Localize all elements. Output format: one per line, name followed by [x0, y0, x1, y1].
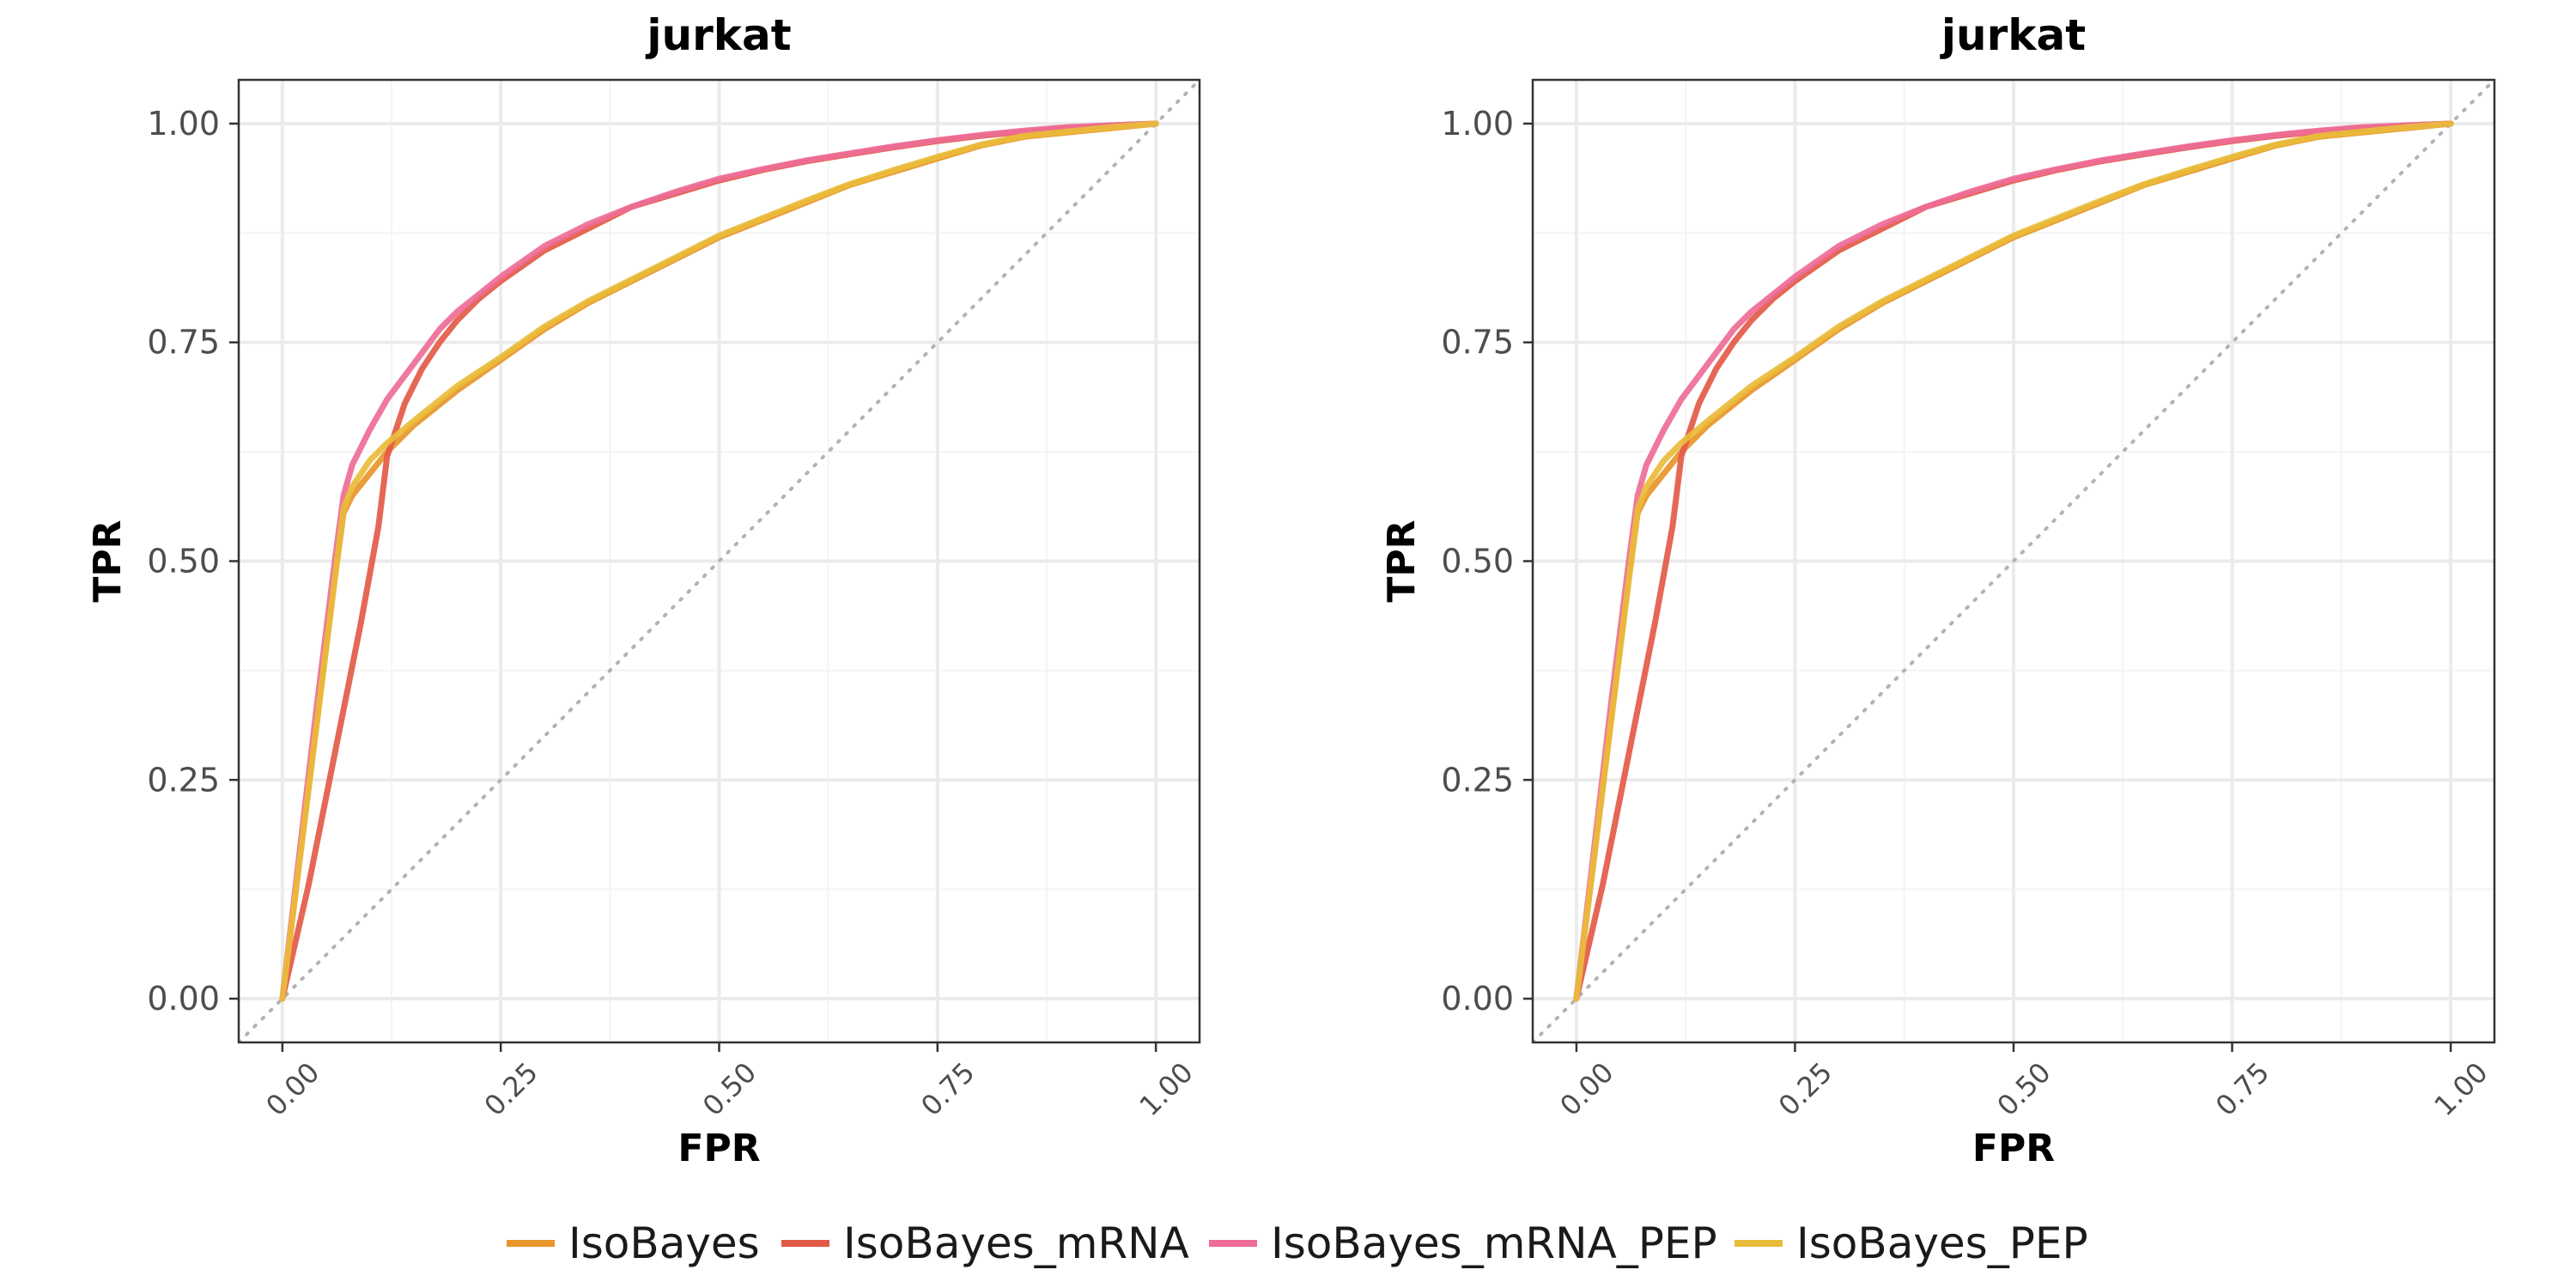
x-axis-title: FPR [1972, 1127, 2055, 1170]
y-tick-label: 1.00 [147, 105, 220, 143]
series-line-isobayes-mrna-pep [1573, 120, 2454, 1002]
legend-item-isobayes: IsoBayes [507, 1218, 760, 1268]
x-tick-label: 0.00 [259, 1056, 325, 1122]
x-tick-label: 0.75 [2209, 1056, 2275, 1122]
y-tick-label: 0.25 [147, 761, 220, 799]
x-tick-label: 1.00 [2427, 1056, 2494, 1122]
y-tick-label: 0.25 [1441, 761, 1514, 799]
legend-label: IsoBayes_mRNA [843, 1218, 1189, 1268]
y-tick-label: 1.00 [1441, 105, 1514, 143]
y-tick-label: 0.50 [1441, 543, 1514, 580]
legend-label: IsoBayes [568, 1218, 760, 1268]
roc-panel-left: 0.00 0.25 0.50 0.75 1.00 0.00 0.25 0.50 0.75 1.00… [86, 10, 1201, 1170]
legend-label: IsoBayes_mRNA_PEP [1271, 1218, 1717, 1268]
y-tick-label: 0.75 [1441, 324, 1514, 361]
panel-title: jurkat [645, 10, 791, 60]
y-axis-title: TPR [86, 519, 130, 602]
series-line-isobayes-mrna-pep [279, 120, 1159, 1002]
legend-label: IsoBayes_PEP [1796, 1218, 2088, 1268]
y-tick-label: 0.50 [147, 543, 220, 580]
x-tick-label: 0.50 [1990, 1056, 2057, 1122]
y-tick-label: 0.75 [147, 324, 220, 361]
diagonal-reference-line [239, 80, 1200, 1042]
x-tick-label: 1.00 [1133, 1056, 1200, 1122]
y-tick-label: 0.00 [1441, 980, 1514, 1018]
x-tick-label: 0.25 [478, 1056, 544, 1122]
legend-item-isobayes-mrna: IsoBayes_mRNA [781, 1218, 1189, 1268]
x-tick-label: 0.75 [914, 1056, 981, 1122]
series-line-isobayes-pep [1573, 120, 2454, 1002]
diagonal-reference-line [1533, 80, 2494, 1042]
y-axis-title: TPR [1380, 519, 1424, 602]
x-tick-label: 0.00 [1553, 1056, 1619, 1122]
y-tick-label: 0.00 [147, 980, 220, 1018]
roc-panel-right: 0.00 0.25 0.50 0.75 1.00 0.00 0.25 0.50 0.75 1.00… [1380, 10, 2496, 1170]
series-line-isobayes-pep [279, 120, 1159, 1002]
x-tick-label: 0.25 [1772, 1056, 1838, 1122]
legend: IsoBayes IsoBayes_mRNA IsoBayes_mRNA_PEP Is… [507, 1218, 2088, 1268]
x-axis-title: FPR [677, 1127, 760, 1170]
x-tick-label: 0.50 [696, 1056, 762, 1122]
legend-item-isobayes-pep: IsoBayes_PEP [1735, 1218, 2088, 1268]
panel-title: jurkat [1940, 10, 2086, 60]
legend-item-isobayes-mrna-pep: IsoBayes_mRNA_PEP [1209, 1218, 1717, 1268]
